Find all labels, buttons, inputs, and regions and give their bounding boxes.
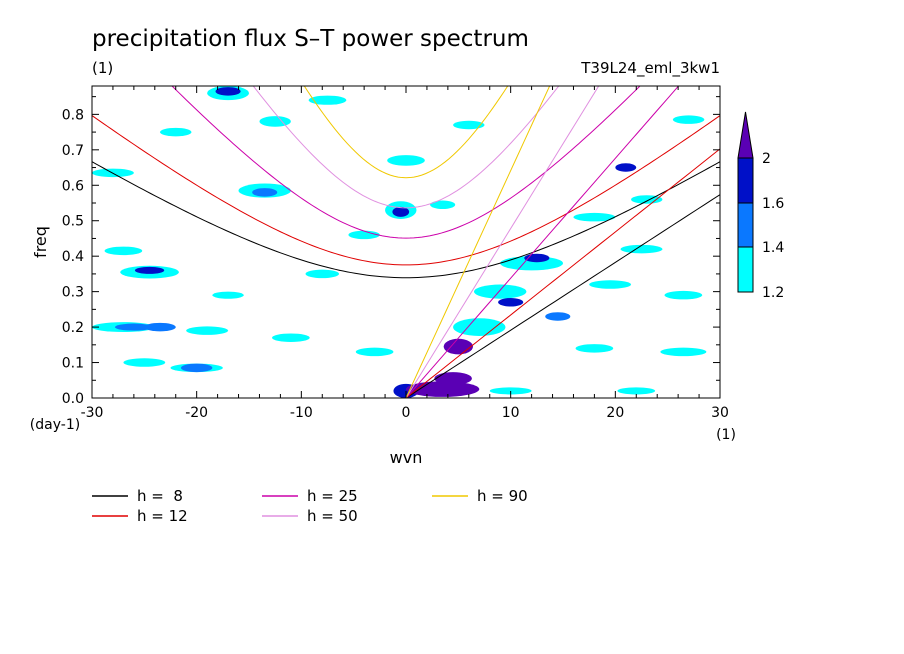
colorbar-label: 1.2	[762, 285, 784, 301]
y-tick-label: 0.6	[62, 178, 84, 194]
x-tick-label: 20	[606, 405, 624, 421]
colorbar-box	[737, 246, 754, 293]
contour-blob	[498, 298, 524, 307]
chart-subtitle-experiment: T39L24_eml_3kw1	[580, 59, 720, 78]
contour-blob	[180, 363, 213, 373]
contour-blob	[617, 387, 656, 395]
gravity-wave-curve	[92, 161, 720, 279]
kelvin-curve	[405, 148, 720, 398]
chart-title: precipitation flux S–T power spectrum	[92, 26, 529, 52]
contour-blob	[259, 116, 291, 127]
kelvin-curve	[405, 194, 720, 398]
kelvin-curve	[405, 86, 600, 398]
legend: h = 8 h = 12 h = 25 h = 50 h = 90	[92, 487, 528, 525]
contour-blob	[144, 322, 176, 332]
contour-blob	[474, 284, 527, 299]
x-axis-unit: (1)	[716, 427, 736, 443]
rossby-curve	[403, 397, 406, 398]
contour-blob	[308, 95, 347, 105]
y-tick-label: 0.7	[62, 143, 84, 159]
contour-blob	[215, 87, 241, 96]
rossby-curve	[404, 397, 406, 398]
gravity-wave-curve	[171, 86, 641, 239]
x-tick-label: 10	[502, 405, 520, 421]
y-tick-label: 0.4	[62, 249, 84, 265]
contour-blob	[252, 188, 278, 197]
rossby-curve	[405, 397, 406, 398]
contour-blob	[620, 244, 663, 254]
axis-ticks: -30 -20 -10 0 10 20 30 0.0 0.1 0.2 0.3 0.4 0.5 0.6 0.7…	[62, 86, 729, 421]
legend-label: h = 8	[137, 487, 183, 505]
contour-blob	[134, 266, 165, 274]
y-tick-label: 0.5	[62, 214, 84, 230]
contour-blob	[575, 344, 614, 353]
contour-blob	[589, 280, 632, 289]
y-axis-label: freq	[31, 226, 50, 258]
y-tick-label: 0.2	[62, 320, 84, 336]
y-tick-label: 0.3	[62, 285, 84, 301]
colorbar-label: 1.6	[762, 196, 784, 212]
contour-blob	[672, 115, 705, 124]
contour-blob	[123, 358, 166, 367]
contour-blob	[664, 290, 703, 300]
contour-blob	[545, 312, 571, 321]
kelvin-curve	[405, 86, 680, 398]
x-tick-label: -30	[81, 405, 104, 421]
contour-blob	[573, 212, 616, 222]
y-tick-label: 0.1	[62, 356, 84, 372]
contour-blob	[186, 326, 229, 335]
colorbar-label: 2	[762, 151, 771, 167]
colorbar-box	[737, 157, 754, 204]
legend-label: h = 12	[137, 507, 188, 525]
contour-blob	[305, 269, 340, 279]
rossby-curve	[404, 397, 406, 398]
contour-blob	[160, 127, 192, 137]
y-axis-unit: (day-1)	[30, 417, 80, 433]
contour-blob	[115, 323, 153, 331]
x-axis-label: wvn	[390, 448, 423, 467]
contour-blob	[489, 387, 532, 395]
colorbar-box	[737, 202, 754, 248]
gravity-wave-curve	[303, 86, 509, 179]
contour-blob	[615, 163, 637, 172]
gravity-wave-curve	[92, 115, 720, 266]
contour-blob	[392, 206, 410, 217]
rossby-curve	[404, 397, 406, 398]
chart-subtitle-units: (1)	[92, 59, 113, 77]
contour-fill-layer	[92, 86, 707, 398]
x-tick-label: -20	[185, 405, 208, 421]
contour-blob	[434, 372, 472, 385]
colorbar-label: 1.4	[762, 240, 784, 256]
contour-blob	[212, 291, 244, 299]
y-tick-label: 0.8	[62, 107, 84, 123]
contour-blob	[272, 333, 310, 342]
contour-blob	[631, 195, 663, 204]
contour-blob	[104, 246, 143, 256]
kelvin-curve	[405, 86, 551, 398]
contour-blob	[430, 200, 456, 210]
gravity-wave-curve	[252, 86, 560, 209]
x-tick-label: -10	[290, 405, 313, 421]
legend-label: h = 25	[307, 487, 358, 505]
contour-blob	[348, 230, 380, 240]
contour-blob	[355, 347, 394, 357]
legend-label: h = 50	[307, 507, 358, 525]
contour-blob	[387, 155, 425, 166]
contour-blob	[443, 338, 473, 355]
contour-blob	[453, 318, 506, 336]
legend-label: h = 90	[477, 487, 528, 505]
contour-blob	[406, 381, 480, 397]
contour-blob	[660, 347, 707, 357]
x-tick-label: 0	[402, 405, 411, 421]
x-tick-label: 30	[711, 405, 729, 421]
y-tick-label: 0.0	[62, 391, 84, 407]
colorbar: 1.2 1.4 1.6 2	[737, 111, 784, 301]
dispersion-curves-layer	[92, 86, 720, 398]
colorbar-arrow	[737, 111, 754, 159]
contour-blob	[453, 120, 485, 130]
